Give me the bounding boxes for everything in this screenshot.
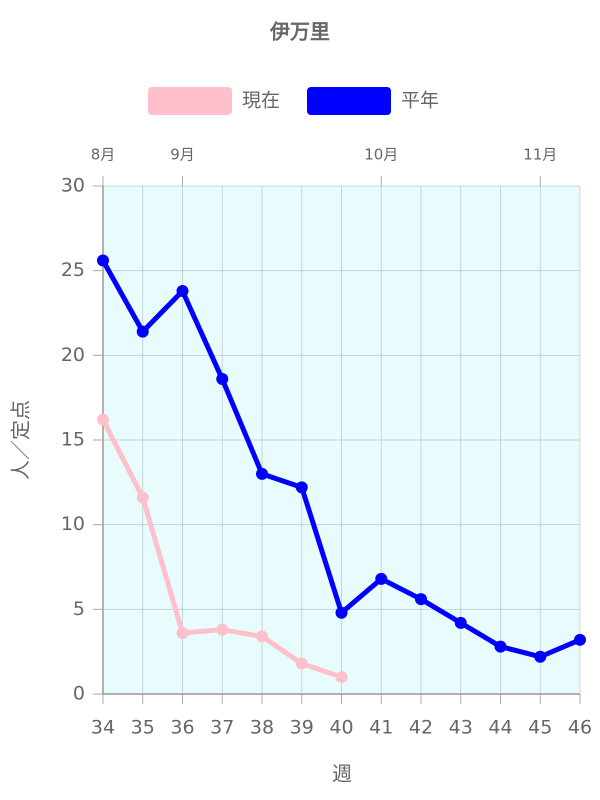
x-tick-label: 40 [329,717,353,739]
data-point [534,650,547,663]
x-tick-label: 39 [290,717,314,739]
x-tick-label: 45 [528,717,552,739]
legend-label: 平年 [401,90,439,112]
data-point [375,572,388,585]
data-point [176,627,189,640]
y-tick-label: 0 [73,683,85,705]
y-tick-label: 10 [61,513,85,535]
data-point [454,616,467,629]
data-point [176,284,189,297]
data-point [216,373,229,386]
x-tick-label: 44 [488,717,512,739]
x-tick-label: 35 [131,717,155,739]
data-point [256,467,268,480]
data-point [136,325,149,338]
x-tick-label: 46 [568,717,592,739]
y-tick-label: 5 [73,598,85,620]
data-point [335,606,348,619]
data-point [136,491,149,504]
data-point [494,640,507,653]
legend-swatch [148,87,232,115]
x-tick-label: 42 [409,717,433,739]
top-tick-label: 8月 [91,146,116,164]
data-point [256,630,268,643]
x-tick-label: 41 [369,717,393,739]
x-tick-label: 34 [91,717,115,739]
top-tick-label: 10月 [364,146,398,164]
x-tick-label: 38 [250,717,274,739]
y-axis-label: 人／定点 [9,400,33,480]
x-tick-label: 43 [449,717,473,739]
y-tick-label: 20 [61,344,85,366]
legend-label: 現在 [242,90,280,112]
data-point [574,633,586,646]
top-tick-label: 11月 [523,146,557,164]
y-tick-label: 25 [61,259,85,281]
data-point [97,413,109,426]
data-point [97,254,109,267]
x-tick-label: 37 [210,717,234,739]
chart-title: 伊万里 [269,20,330,44]
legend-swatch [307,87,391,115]
data-point [415,593,427,606]
data-point [295,481,308,494]
y-tick-label: 15 [61,429,85,451]
data-point [335,671,348,684]
data-point [295,657,308,670]
x-axis-label: 週 [332,762,352,786]
data-point [216,623,229,636]
top-tick-label: 9月 [170,146,195,164]
y-tick-label: 30 [61,175,85,197]
x-tick-label: 36 [170,717,194,739]
